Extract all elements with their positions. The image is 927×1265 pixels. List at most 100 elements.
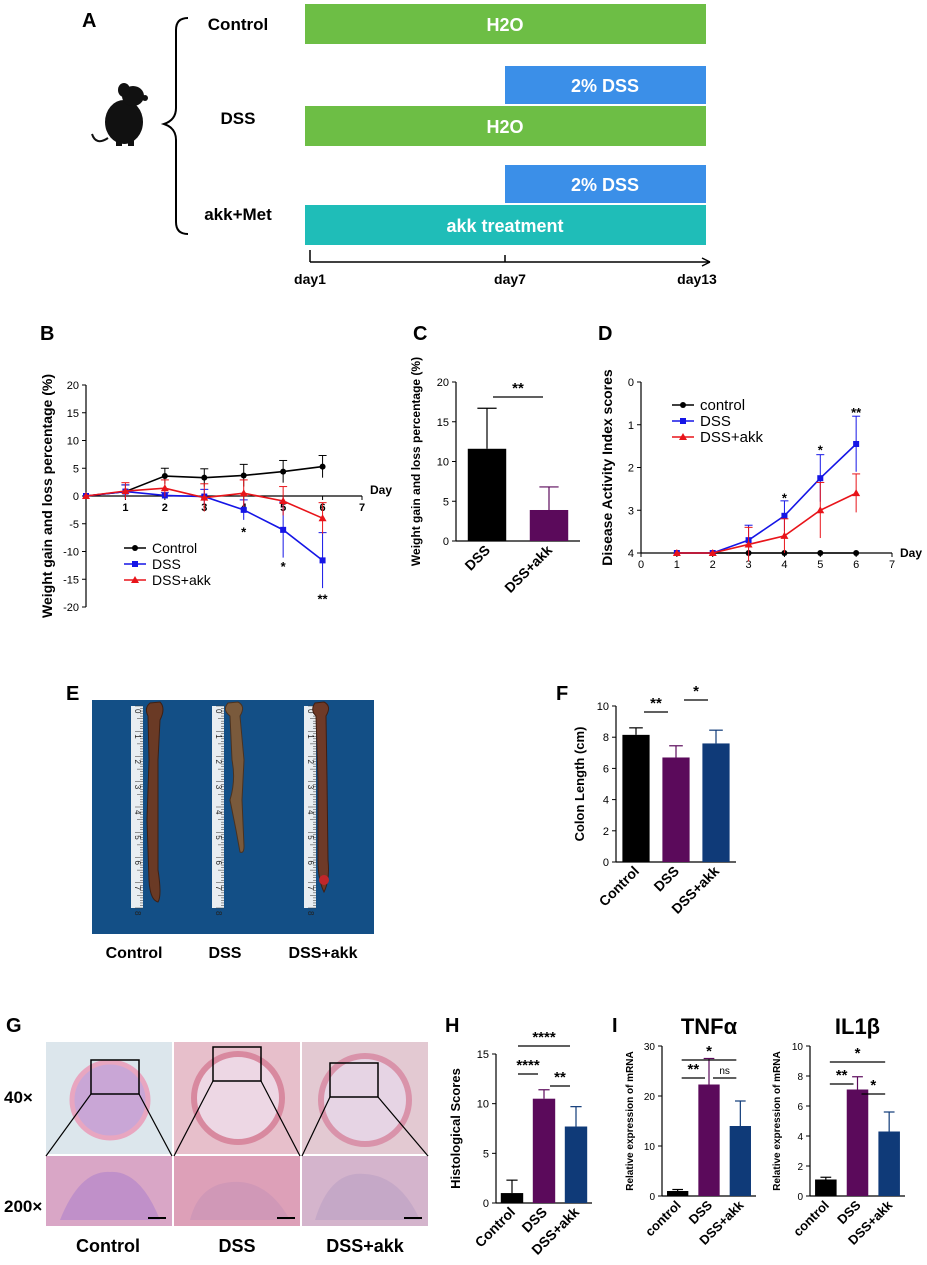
colon-dss-akk bbox=[312, 701, 330, 894]
ruler-tick-label: 2 bbox=[306, 760, 315, 765]
colon-dss bbox=[224, 701, 245, 853]
group-brace bbox=[160, 17, 189, 235]
data-point-dss bbox=[319, 557, 326, 564]
legend-marker bbox=[680, 402, 686, 408]
x-tick-label: 0 bbox=[638, 559, 644, 571]
y-tick-label: 10 bbox=[792, 1042, 804, 1053]
ruler-tick-label: 3 bbox=[214, 785, 223, 790]
series-line-dss bbox=[676, 443, 857, 554]
ruler-tick-label: 7 bbox=[306, 886, 315, 891]
x-tick-label: 3 bbox=[746, 559, 752, 571]
ruler-tick-label: 4 bbox=[214, 810, 223, 815]
x-axis-label: Day bbox=[370, 483, 392, 497]
ruler-tick-label: 5 bbox=[306, 835, 315, 840]
significance-marker: ** bbox=[851, 405, 862, 420]
y-tick-label: -10 bbox=[63, 547, 79, 559]
timeline-day13: day13 bbox=[677, 271, 717, 287]
panel-label-i: I bbox=[612, 1015, 618, 1037]
data-point-dss-akk bbox=[121, 487, 130, 495]
y-axis-label: Colon Length (cm) bbox=[572, 727, 587, 842]
data-point-dss-akk bbox=[82, 492, 90, 499]
magnification-200x: 200× bbox=[4, 1197, 42, 1216]
crypt-pattern-control bbox=[60, 1171, 160, 1220]
legend-marker bbox=[131, 576, 139, 583]
bar-dss-akk bbox=[564, 1126, 588, 1203]
panel-label-h: H bbox=[445, 1015, 459, 1037]
ruler-tick-label: 6 bbox=[133, 861, 142, 866]
significance-marker: * bbox=[706, 1043, 712, 1060]
y-axis-label: Relative expression of mRNA bbox=[625, 1051, 636, 1191]
significance-marker: * bbox=[281, 559, 287, 574]
ruler-tick-label: 8 bbox=[306, 911, 315, 916]
data-point-control bbox=[201, 474, 208, 481]
data-point-dss-akk bbox=[780, 531, 789, 539]
y-tick-label: 10 bbox=[67, 436, 79, 448]
data-point-dss-akk bbox=[200, 493, 209, 501]
y-tick-label: 30 bbox=[644, 1042, 656, 1053]
panel-label-f: F bbox=[556, 683, 568, 705]
panel-g-histology: G 40× 200× Control DSS DSS+akk bbox=[4, 1015, 429, 1256]
y-tick-label: 0 bbox=[483, 1198, 489, 1210]
panel-label-b: B bbox=[40, 323, 54, 345]
panel-a-experimental-design: A Control DSS akk+Met H2O 2% DSS H2O 2% … bbox=[82, 4, 717, 287]
category-label-dss: DSS bbox=[461, 542, 493, 574]
panel-label-d: D bbox=[598, 323, 612, 345]
bar-dss bbox=[532, 1098, 556, 1203]
y-tick-label: 2 bbox=[603, 826, 609, 838]
x-tick-label: 2 bbox=[710, 559, 716, 571]
bar-control bbox=[622, 734, 650, 862]
y-tick-label: 6 bbox=[603, 763, 609, 775]
histo-label-dss-akk: DSS+akk bbox=[326, 1236, 405, 1256]
y-tick-label: 4 bbox=[797, 1132, 803, 1143]
bar-control bbox=[500, 1193, 524, 1203]
data-point-dss-akk bbox=[852, 489, 861, 497]
data-point-control bbox=[280, 468, 287, 475]
bar-dss-akk bbox=[702, 743, 730, 862]
y-tick-label: 10 bbox=[644, 1142, 656, 1153]
photo-label-dss-akk: DSS+akk bbox=[289, 945, 358, 962]
y-tick-label: 0 bbox=[73, 491, 79, 503]
data-point-dss-akk bbox=[160, 484, 169, 492]
legend-marker bbox=[680, 418, 686, 424]
y-tick-label: 5 bbox=[483, 1148, 489, 1160]
y-tick-label: 10 bbox=[477, 1099, 489, 1111]
significance-marker: * bbox=[693, 683, 699, 700]
bar-label-h2o-control: H2O bbox=[486, 15, 523, 35]
data-point-dss-akk bbox=[816, 506, 825, 514]
ruler-tick-label: 3 bbox=[306, 785, 315, 790]
photo-label-control: Control bbox=[106, 945, 163, 962]
data-point-dss-akk bbox=[279, 496, 288, 504]
ruler-tick-label: 3 bbox=[133, 785, 142, 790]
colon-control bbox=[145, 701, 164, 903]
x-tick-label: 7 bbox=[889, 559, 895, 571]
y-tick-label: 0 bbox=[649, 1192, 655, 1203]
category-label-control: Control bbox=[596, 863, 643, 910]
ruler-tick-label: 2 bbox=[214, 760, 223, 765]
y-tick-label: 0 bbox=[797, 1192, 803, 1203]
y-tick-label: 2 bbox=[628, 463, 634, 475]
data-point-dss-akk bbox=[239, 489, 248, 497]
zoom-box-dss-akk bbox=[329, 1062, 379, 1098]
photo-label-dss: DSS bbox=[209, 945, 242, 962]
y-tick-label: -5 bbox=[69, 519, 79, 531]
x-tick-label: 5 bbox=[817, 559, 823, 571]
legend-marker bbox=[132, 545, 138, 551]
significance-marker: * bbox=[855, 1045, 861, 1062]
data-point-dss-akk bbox=[744, 540, 753, 548]
ruler-tick-label: 2 bbox=[133, 760, 142, 765]
significance-marker: **** bbox=[516, 1057, 540, 1074]
x-tick-label: 7 bbox=[359, 502, 365, 514]
bar-label-akk-treatment: akk treatment bbox=[446, 216, 563, 236]
bar-dss bbox=[698, 1084, 720, 1196]
y-tick-label: 3 bbox=[628, 505, 634, 517]
bar-label-dss-akk: 2% DSS bbox=[571, 175, 639, 195]
bar-dss-top bbox=[505, 66, 706, 104]
panel-i-tnfa-chart: I 0 10 20 30 Relative expression of mRNA TNFα… bbox=[612, 1014, 756, 1248]
ruler-tick-label: 1 bbox=[133, 734, 142, 739]
ruler-tick-label: 5 bbox=[214, 835, 223, 840]
legend-label-dss-akk: DSS+akk bbox=[152, 572, 212, 588]
ruler-tick-label: 1 bbox=[306, 734, 315, 739]
